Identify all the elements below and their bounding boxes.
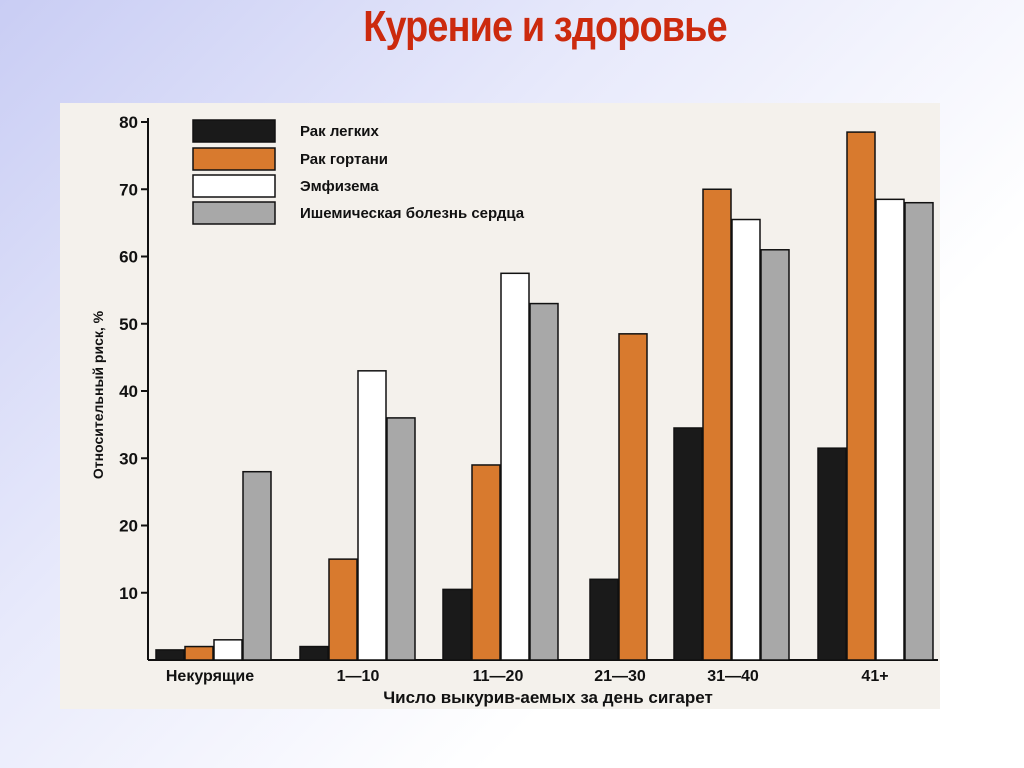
x-tick-label: 31—40 [707,668,759,685]
legend-swatch [192,119,276,143]
bar [213,639,243,661]
y-tick-label: 70 [119,180,138,199]
bar [673,427,703,661]
bar [328,558,358,661]
legend-label: Рак легких [300,123,379,140]
legend-label: Рак гортани [300,151,388,168]
bar [184,645,214,661]
y-tick-label: 80 [119,113,138,132]
y-tick-label: 30 [119,449,138,468]
bar [731,218,761,661]
x-tick-label: 11—20 [473,668,524,685]
bar [904,201,934,661]
bar [242,470,272,661]
bar [618,333,648,661]
legend-swatch [192,174,276,198]
bar [386,417,416,661]
legend-label: Ишемическая болезнь сердца [300,205,525,222]
bar [155,649,185,661]
bar [846,131,876,661]
bar [299,645,329,661]
bar [875,198,905,661]
bar [817,447,847,661]
bar [529,302,559,661]
legend-swatch [192,201,276,225]
bar [442,588,472,661]
slide-title: Курение и здоровье [363,2,727,51]
bar [471,464,501,661]
y-tick-label: 20 [119,517,138,536]
legend-label: Эмфизема [300,178,379,195]
x-axis-label: Число выкурив-аемых за день сигарет [383,688,713,707]
y-tick-label: 10 [119,584,138,603]
bar [760,249,790,661]
bar [589,578,619,661]
y-tick-label: 50 [119,315,138,334]
legend-swatch [192,147,276,171]
x-tick-label: 1—10 [337,668,380,685]
x-tick-label: Некурящие [166,668,254,685]
bar [500,272,530,661]
bar [357,370,387,661]
x-tick-label: 41+ [861,668,888,685]
y-tick-label: 60 [119,248,138,267]
x-tick-label: 21—30 [594,668,646,685]
y-tick-label: 40 [119,382,138,401]
bar [702,188,732,661]
y-axis-label: Относительный риск, % [90,310,106,479]
